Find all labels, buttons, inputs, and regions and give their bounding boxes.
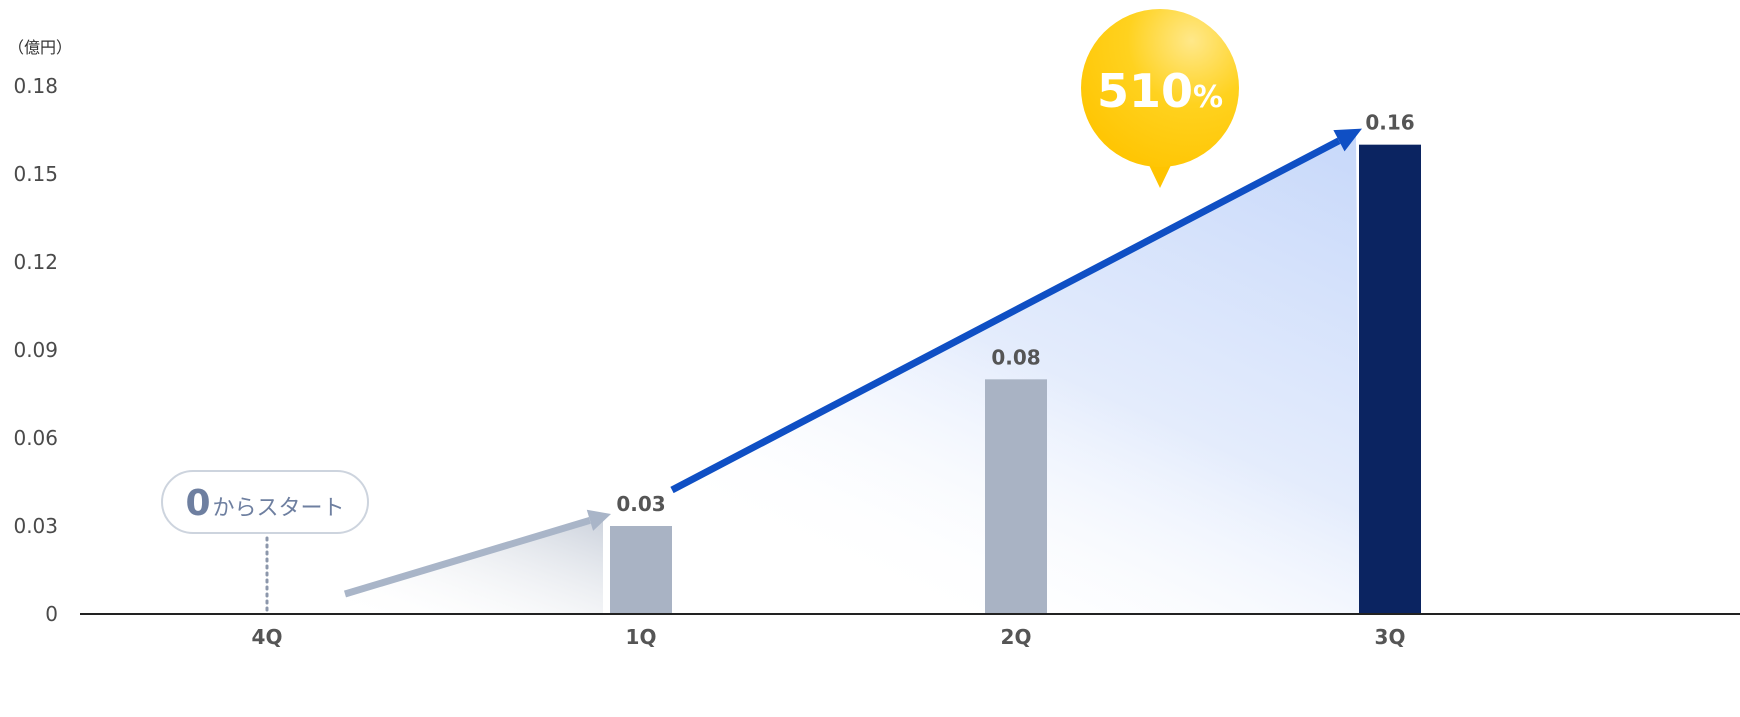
small-arrow-line [343,516,591,598]
big-growth-area [672,134,1359,614]
x-tick-label: 2Q [1001,625,1032,649]
y-tick-label: 0.06 [13,426,58,450]
data-label-2q: 0.08 [991,345,1040,369]
small-growth-arrow [343,509,611,598]
start-callout-zero: 0 [185,483,210,524]
y-tick-label: 0.18 [13,74,58,98]
growth-badge-text: 510% [1097,64,1223,118]
small-arrow-head [586,509,611,531]
bar-3q [1359,144,1421,614]
growth-badge-pointer [1149,165,1171,188]
start-callout-pill [161,470,369,534]
big-arrow-line [670,137,1341,494]
data-label-1q: 0.03 [616,492,665,516]
growth-badge-percent: % [1193,80,1223,115]
x-tick-label: 3Q [1375,625,1406,649]
x-axis-ticks: 4Q 1Q 2Q 3Q [252,625,1406,649]
y-tick-label: 0 [45,602,58,626]
bar-1q [610,526,672,614]
y-axis-ticks: 0 0.03 0.06 0.09 0.12 0.15 0.18 [13,74,58,626]
y-tick-label: 0.12 [13,250,58,274]
data-labels: 0.03 0.08 0.16 [616,111,1414,516]
growth-badge-number: 510 [1097,64,1193,118]
y-tick-label: 0.15 [13,162,58,186]
start-callout-label: からスタート [213,496,345,521]
y-tick-label: 0.09 [13,338,58,362]
x-tick-label: 4Q [252,625,283,649]
start-callout-text: 0からスタート [185,483,344,524]
x-tick-label: 1Q [626,625,657,649]
big-arrow-head [1333,128,1362,152]
bars [610,144,1421,614]
small-growth-area [345,520,603,614]
y-axis-unit-label: （億円） [8,38,72,57]
bar-2q [985,379,1047,614]
growth-badge: 510% [1081,9,1239,188]
data-label-3q: 0.16 [1365,111,1414,135]
growth-badge-circle [1081,9,1239,167]
big-growth-arrow [670,128,1362,494]
start-callout: 0からスタート [161,470,369,612]
y-tick-label: 0.03 [13,514,58,538]
